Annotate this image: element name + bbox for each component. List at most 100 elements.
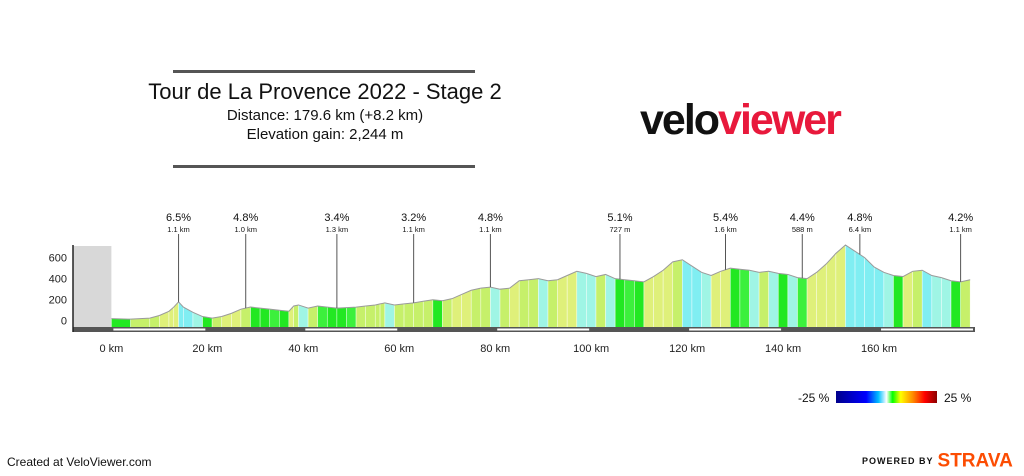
profile-segment xyxy=(298,304,309,329)
profile-outline xyxy=(111,244,971,320)
profile-segment xyxy=(634,280,645,329)
gradient-color-legend xyxy=(836,391,937,403)
y-tick-label: 0 xyxy=(61,316,67,328)
logo-viewer: viewer xyxy=(718,96,842,144)
profile-segment xyxy=(912,269,923,329)
profile-segment xyxy=(835,244,846,329)
profile-segment xyxy=(787,274,798,329)
x-tick-label: 140 km xyxy=(765,343,801,355)
profile-segment xyxy=(413,300,424,329)
profile-segment xyxy=(326,306,338,329)
profile-segment xyxy=(538,278,549,329)
profile-segment xyxy=(624,279,635,329)
profile-segment xyxy=(557,275,568,329)
y-tick-label: 200 xyxy=(49,295,67,307)
profile-segment xyxy=(576,270,587,329)
profile-segment xyxy=(490,286,501,329)
profile-segment xyxy=(259,307,271,329)
distance-axis-dash xyxy=(689,328,782,331)
climb-length-label: 1.1 km xyxy=(949,225,972,234)
profile-segment xyxy=(960,279,971,329)
profile-segment xyxy=(893,275,904,329)
header: Tour de La Provence 2022 - Stage 2 Dista… xyxy=(130,78,520,144)
profile-segment xyxy=(873,266,885,329)
profile-segment xyxy=(293,304,299,329)
profile-segment xyxy=(566,270,578,329)
profile-segment xyxy=(480,286,491,329)
climb-gradient-label: 5.4% xyxy=(713,212,738,224)
profile-segment xyxy=(451,293,462,329)
legend-min-label: -25 % xyxy=(798,391,830,405)
profile-segment xyxy=(883,271,894,329)
profile-segment xyxy=(691,265,702,329)
x-tick-label: 0 km xyxy=(99,343,123,355)
profile-segment xyxy=(950,280,961,329)
profile-segment xyxy=(374,303,381,329)
profile-segment xyxy=(422,299,434,329)
x-tick-label: 120 km xyxy=(669,343,705,355)
profile-segment xyxy=(730,267,741,329)
profile-segment xyxy=(379,302,386,329)
profile-segment xyxy=(470,287,482,329)
profile-segment xyxy=(403,302,414,329)
elevation-gain-text: Elevation gain: 2,244 m xyxy=(246,126,404,143)
profile-segment xyxy=(317,305,328,329)
x-tick-label: 80 km xyxy=(480,343,510,355)
profile-segment xyxy=(240,306,251,329)
climb-length-label: 1.0 km xyxy=(234,225,257,234)
profile-segment xyxy=(777,273,789,329)
climb-gradient-label: 4.8% xyxy=(478,212,503,224)
distance-axis-dash xyxy=(113,328,206,331)
elevation-profile-chart: 0 200 400 600 0 km 20 km 40 km 60 km 80 km 100 km… xyxy=(49,212,975,355)
profile-segment xyxy=(279,309,290,329)
profile-segment xyxy=(518,279,530,329)
climb-length-label: 1.1 km xyxy=(167,225,190,234)
x-tick-label: 20 km xyxy=(192,343,222,355)
distance-axis-dash xyxy=(881,328,973,331)
profile-segment xyxy=(768,270,779,329)
profile-segment xyxy=(931,275,942,329)
profile-segment xyxy=(739,268,750,329)
profile-segment xyxy=(394,303,405,329)
profile-segment xyxy=(130,317,151,329)
profile-segment xyxy=(710,270,722,329)
distance-axis-dash xyxy=(497,328,590,331)
profile-segment xyxy=(816,263,827,329)
x-tick-label: 40 km xyxy=(288,343,318,355)
profile-segment xyxy=(720,267,731,329)
climb-length-label: 727 m xyxy=(610,225,631,234)
profile-segment xyxy=(701,271,712,329)
y-tick-label: 600 xyxy=(49,253,67,265)
climb-length-label: 588 m xyxy=(792,225,813,234)
climb-length-label: 6.4 km xyxy=(849,225,872,234)
x-tick-label: 60 km xyxy=(384,343,414,355)
climb-gradient-label: 5.1% xyxy=(607,212,632,224)
profile-segment xyxy=(307,305,318,329)
climb-length-label: 1.6 km xyxy=(714,225,737,234)
profile-segment xyxy=(499,287,510,329)
profile-segment xyxy=(384,302,395,329)
profile-segment xyxy=(682,259,693,329)
climb-gradient-label: 3.4% xyxy=(324,212,349,224)
profile-segment xyxy=(336,307,347,329)
created-at-text: Created at VeloViewer.com xyxy=(7,455,152,469)
profile-segment xyxy=(941,277,952,329)
climb-length-label: 1.1 km xyxy=(479,225,502,234)
profile-segment xyxy=(614,278,626,329)
title-top-rule xyxy=(173,70,475,73)
profile-segment xyxy=(250,306,261,329)
profile-segment xyxy=(825,252,837,329)
logo-velo: velo xyxy=(640,96,720,144)
profile-segment xyxy=(921,269,933,329)
profile-segment xyxy=(595,274,606,329)
profile-segment xyxy=(528,278,539,329)
profile-segment xyxy=(864,256,875,329)
distance-text: Distance: 179.6 km (+8.2 km) xyxy=(226,107,424,124)
profile-segment xyxy=(605,273,616,329)
profile-segment xyxy=(854,250,865,329)
climb-gradient-label: 4.8% xyxy=(847,212,872,224)
profile-segment xyxy=(643,276,654,329)
profile-segment xyxy=(509,280,520,329)
profile-segment xyxy=(797,277,808,329)
profile-segment xyxy=(355,305,366,329)
